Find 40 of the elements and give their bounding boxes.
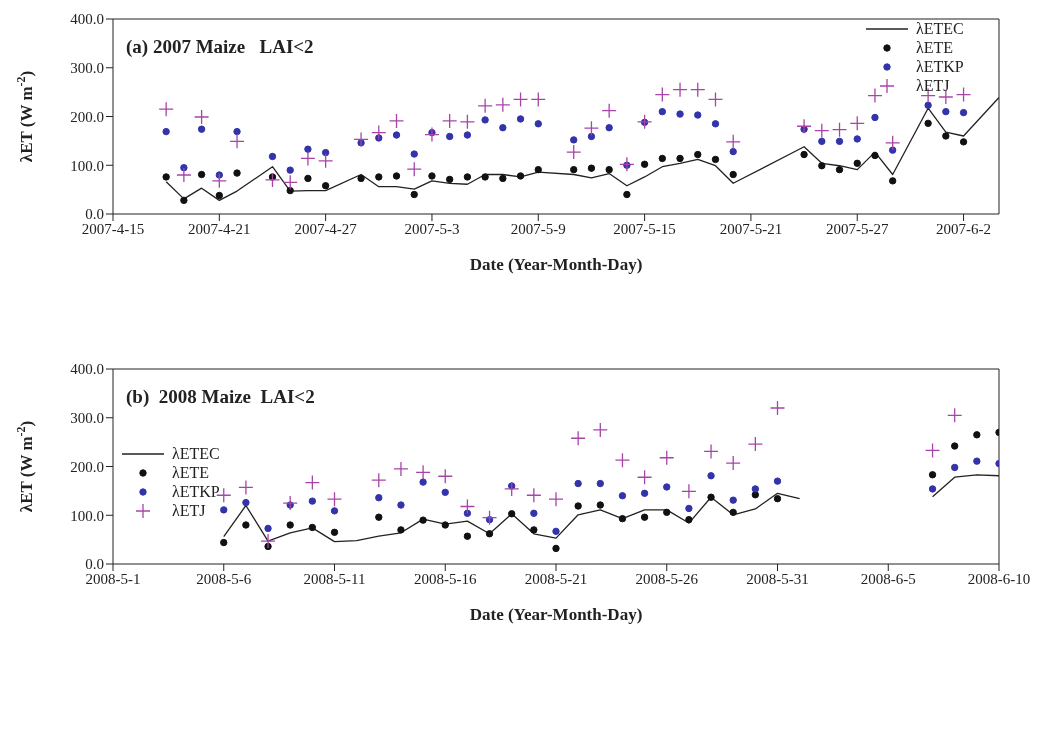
legend-label: λETE	[172, 464, 210, 481]
y-tick-label: 0.0	[85, 556, 104, 573]
x-tick-label: 2007-5-15	[613, 220, 676, 237]
x-tick-label: 2007-4-27	[294, 220, 358, 237]
x-tick-label: 2008-6-10	[967, 570, 1031, 587]
y-tick-label: 200.0	[70, 458, 104, 475]
legend-label: λETJ	[172, 502, 206, 519]
x-tick-label: 2008-5-16	[414, 570, 477, 587]
legend-label: λETE	[916, 39, 954, 56]
x-tick-label: 2008-6-5	[860, 570, 916, 587]
x-tick-label: 2007-5-9	[510, 220, 566, 237]
legend-label: λETEC	[916, 20, 964, 37]
x-tick-label: 2008-5-1	[85, 570, 141, 587]
y-tick-label: 100.0	[70, 507, 104, 524]
legend-label: λETJ	[916, 77, 950, 94]
y-tick-label: 0.0	[85, 206, 104, 223]
y-tick-label: 300.0	[70, 410, 104, 427]
x-tick-label: 2007-5-27	[825, 220, 889, 237]
x-tick-label: 2008-5-11	[303, 570, 366, 587]
y-tick-label: 100.0	[70, 157, 104, 174]
x-tick-label: 2008-5-21	[524, 570, 588, 587]
x-tick-label: 2008-5-26	[635, 570, 699, 587]
x-tick-label: 2007-5-21	[719, 220, 783, 237]
x-tick-label: 2007-6-2	[936, 220, 992, 237]
x-axis-title: Date (Year-Month-Day)	[469, 255, 643, 274]
y-tick-label: 400.0	[70, 11, 104, 28]
x-axis-title: Date (Year-Month-Day)	[469, 605, 643, 624]
x-tick-label: 2007-4-21	[188, 220, 251, 237]
x-tick-label: 2007-5-3	[404, 220, 460, 237]
y-tick-label: 200.0	[70, 108, 104, 125]
x-tick-label: 2007-4-15	[81, 220, 145, 237]
legend-label: λETEC	[172, 445, 220, 462]
x-tick-label: 2008-5-31	[746, 570, 809, 587]
text: (b) 2008 Maize LAI<2	[126, 386, 315, 408]
x-tick-label: 2008-5-6	[196, 570, 252, 587]
text: (a) 2007 Maize LAI<2	[126, 36, 314, 58]
legend-label: λETKP	[916, 58, 964, 75]
y-tick-label: 400.0	[70, 361, 104, 378]
y-tick-label: 300.0	[70, 60, 104, 77]
legend-label: λETKP	[172, 483, 220, 500]
